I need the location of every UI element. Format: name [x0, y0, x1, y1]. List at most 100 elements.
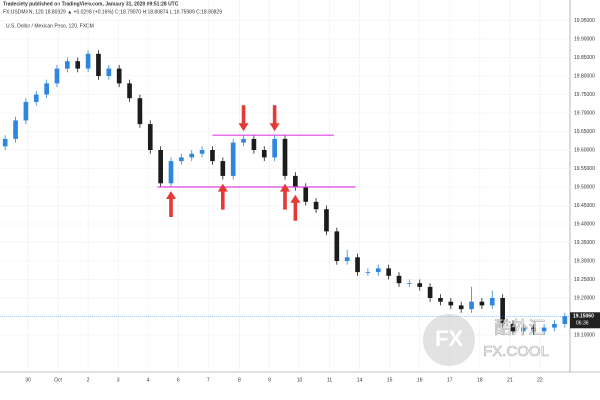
candle-body [44, 83, 49, 95]
candle-body [168, 161, 174, 184]
candle-body [65, 61, 70, 69]
candle-body [116, 68, 122, 84]
y-tick-label: 19.35000 [574, 240, 595, 246]
candle-body [469, 301, 474, 310]
y-tick-label: 19.80000 [574, 73, 595, 79]
price-label: 19.15060 [573, 314, 594, 320]
candle-body [396, 275, 402, 284]
y-tick-label: 19.10000 [574, 332, 595, 338]
candle-body [137, 98, 143, 125]
x-tick-label: 4 [147, 377, 150, 383]
candle-body [75, 61, 81, 69]
y-tick-label: 19.95000 [574, 18, 595, 24]
candle-body [344, 257, 350, 261]
candle-body [427, 286, 433, 298]
candle-body [251, 138, 257, 150]
x-tick-label: 16 [417, 377, 423, 383]
arrow-down [238, 105, 249, 132]
x-tick-label: 3 [117, 377, 120, 383]
y-tick-label: 19.45000 [574, 203, 595, 209]
x-tick-label: 21 [507, 377, 513, 383]
candle-body [365, 272, 371, 273]
candle-body [96, 53, 101, 76]
y-tick-label: 19.40000 [574, 221, 595, 227]
candle-body [210, 150, 215, 162]
candle-body [189, 153, 195, 158]
candle-body [241, 138, 246, 143]
x-tick-label: 9 [268, 377, 271, 383]
candle-body [147, 124, 153, 150]
y-tick-label: 19.25000 [574, 277, 595, 283]
y-tick-label: 19.65000 [574, 129, 595, 135]
arrow-down [269, 105, 280, 132]
candle-body [521, 327, 526, 332]
arrow-up [217, 183, 228, 210]
candle-body [33, 94, 39, 102]
candle-body [293, 175, 298, 187]
x-tick-label: 30 [25, 377, 31, 383]
candle-body [127, 83, 132, 99]
candle-body [230, 142, 236, 176]
y-tick-label: 19.20000 [574, 295, 595, 301]
candle-body [324, 209, 329, 232]
candle-body [85, 53, 91, 69]
x-tick-label: 2 [87, 377, 90, 383]
x-tick-label: 17 [447, 377, 453, 383]
x-tick-label: 11 [327, 377, 332, 383]
candle-body [158, 150, 163, 184]
candle-body [458, 305, 464, 310]
x-tick-label: 15 [387, 377, 393, 383]
y-tick-label: 19.85000 [574, 55, 595, 61]
candle-body [334, 231, 340, 261]
x-tick-label: 10 [297, 377, 303, 383]
candle-body [541, 327, 547, 332]
candle-body [199, 150, 205, 154]
candle-body [355, 257, 360, 273]
candle-body [438, 298, 443, 302]
arrow-up [280, 183, 290, 210]
arrow-up [166, 191, 176, 217]
candle-body [510, 323, 516, 332]
y-tick-label: 19.50000 [574, 184, 595, 190]
candle-body [489, 298, 495, 306]
candle-body [303, 187, 309, 202]
candle-body [282, 138, 288, 176]
candle-body [448, 301, 454, 306]
x-tick-label: Oct [54, 377, 62, 383]
y-tick-label: 19.55000 [574, 166, 595, 172]
watermark: FX 酷外汇 FX.COOL [421, 312, 549, 368]
price-tag [570, 312, 600, 329]
x-tick-label: 8 [238, 377, 241, 383]
chart-title: U.S. Dollar / Mexican Peso, 120, FXCM [6, 23, 94, 29]
candle-body [23, 101, 29, 121]
y-tick-label: 19.30000 [574, 258, 595, 264]
x-tick-label: 18 [477, 377, 483, 383]
arrow-up [290, 194, 301, 221]
watermark-circle [421, 312, 477, 368]
candle-body [407, 283, 412, 284]
y-tick-label: 19.90000 [574, 36, 595, 42]
candle-body [386, 268, 391, 276]
candle-body [531, 327, 537, 332]
watermark-name: 酷外汇 [495, 318, 546, 337]
y-tick-label: 19.75000 [574, 92, 595, 98]
watermark-logo: FX [435, 326, 463, 351]
candle-body [313, 201, 319, 210]
candle-body [562, 316, 568, 324]
candle-body [220, 161, 226, 176]
candle-body [552, 323, 557, 328]
candle-body [13, 120, 18, 139]
x-tick-label: 7 [207, 377, 210, 383]
y-tick-label: 19.70000 [574, 110, 595, 116]
x-tick-label: 22 [537, 377, 543, 383]
candle-body [375, 268, 381, 273]
y-tick-label: 19.60000 [574, 147, 595, 153]
candle-body [500, 298, 505, 324]
watermark-site: FX.COOL [483, 343, 549, 360]
candle-body [261, 150, 267, 158]
candle-body [106, 68, 112, 76]
candle-body [54, 68, 60, 84]
x-tick-label: 14 [357, 377, 363, 383]
price-time: 06:36 [576, 321, 589, 327]
publisher: Tradeciety published on TradingView.com,… [3, 1, 179, 7]
